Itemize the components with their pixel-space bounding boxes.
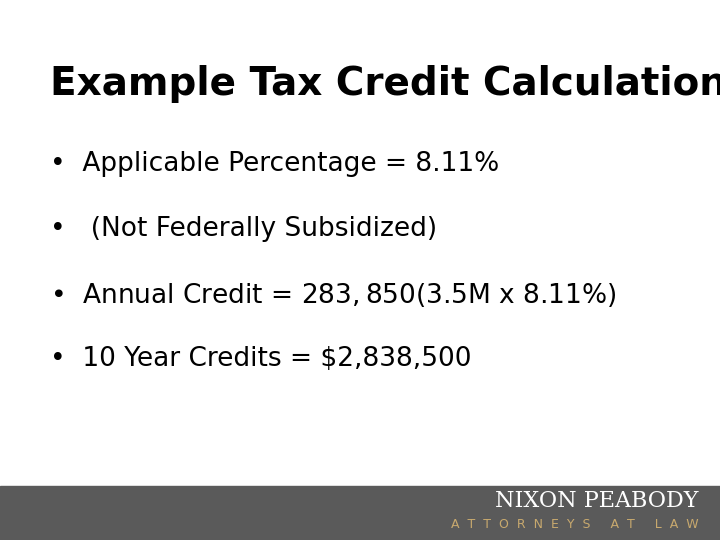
Text: A  T  T  O  R  N  E  Y  S     A  T     L  A  W: A T T O R N E Y S A T L A W	[451, 518, 698, 531]
Bar	[0, 486, 720, 540]
Text: NIXON PEABODY: NIXON PEABODY	[495, 490, 698, 512]
Text: •  Applicable Percentage = 8.11%: • Applicable Percentage = 8.11%	[50, 151, 500, 177]
Text: Example Tax Credit Calculation (cont’d): Example Tax Credit Calculation (cont’d)	[50, 65, 720, 103]
Text: •  Annual Credit = $283,850 ($3.5M x 8.11%): • Annual Credit = $283,850 ($3.5M x 8.11…	[50, 281, 617, 309]
Text: •   (Not Federally Subsidized): • (Not Federally Subsidized)	[50, 216, 438, 242]
Text: •  10 Year Credits = $2,838,500: • 10 Year Credits = $2,838,500	[50, 346, 472, 372]
